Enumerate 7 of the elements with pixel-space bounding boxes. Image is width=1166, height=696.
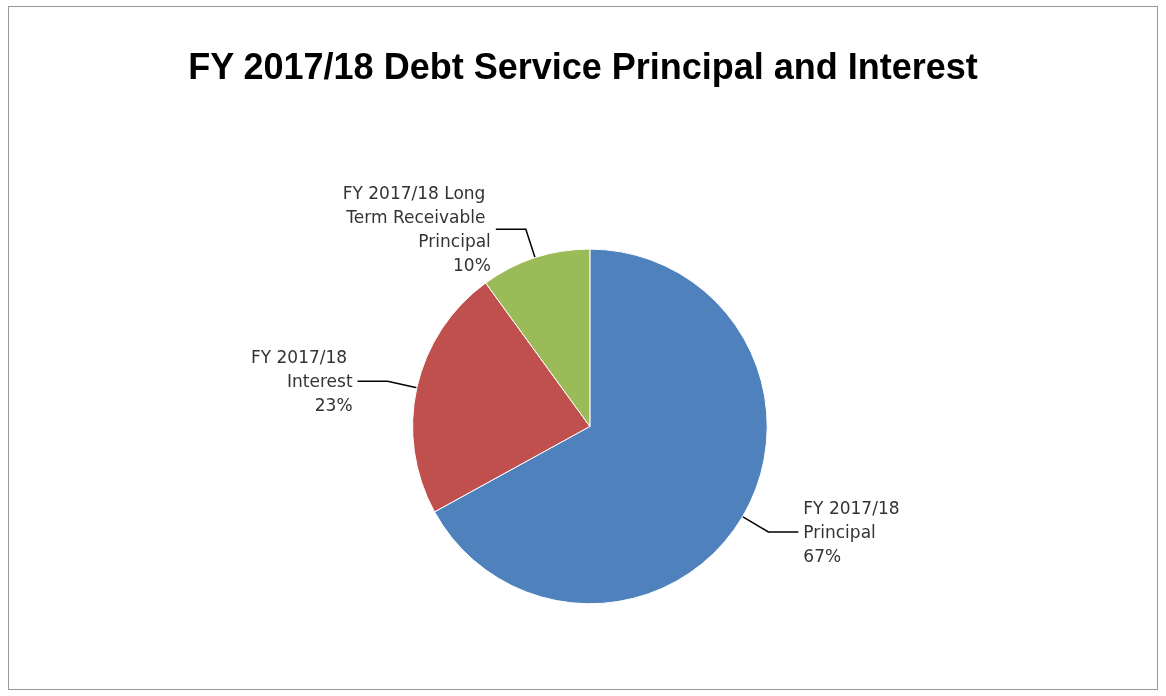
slice-label: FY 2017/18 Long Term Receivable Principal (342, 183, 491, 252)
slice-label: FY 2017/18 Principal (803, 497, 905, 542)
chart-title: FY 2017/18 Debt Service Principal and Interest (188, 45, 978, 87)
data-label: 67% (803, 545, 842, 566)
slice-label: FY 2017/18 Interest (250, 347, 353, 392)
data-label: 23% (314, 395, 353, 416)
data-label: 10% (453, 255, 491, 276)
